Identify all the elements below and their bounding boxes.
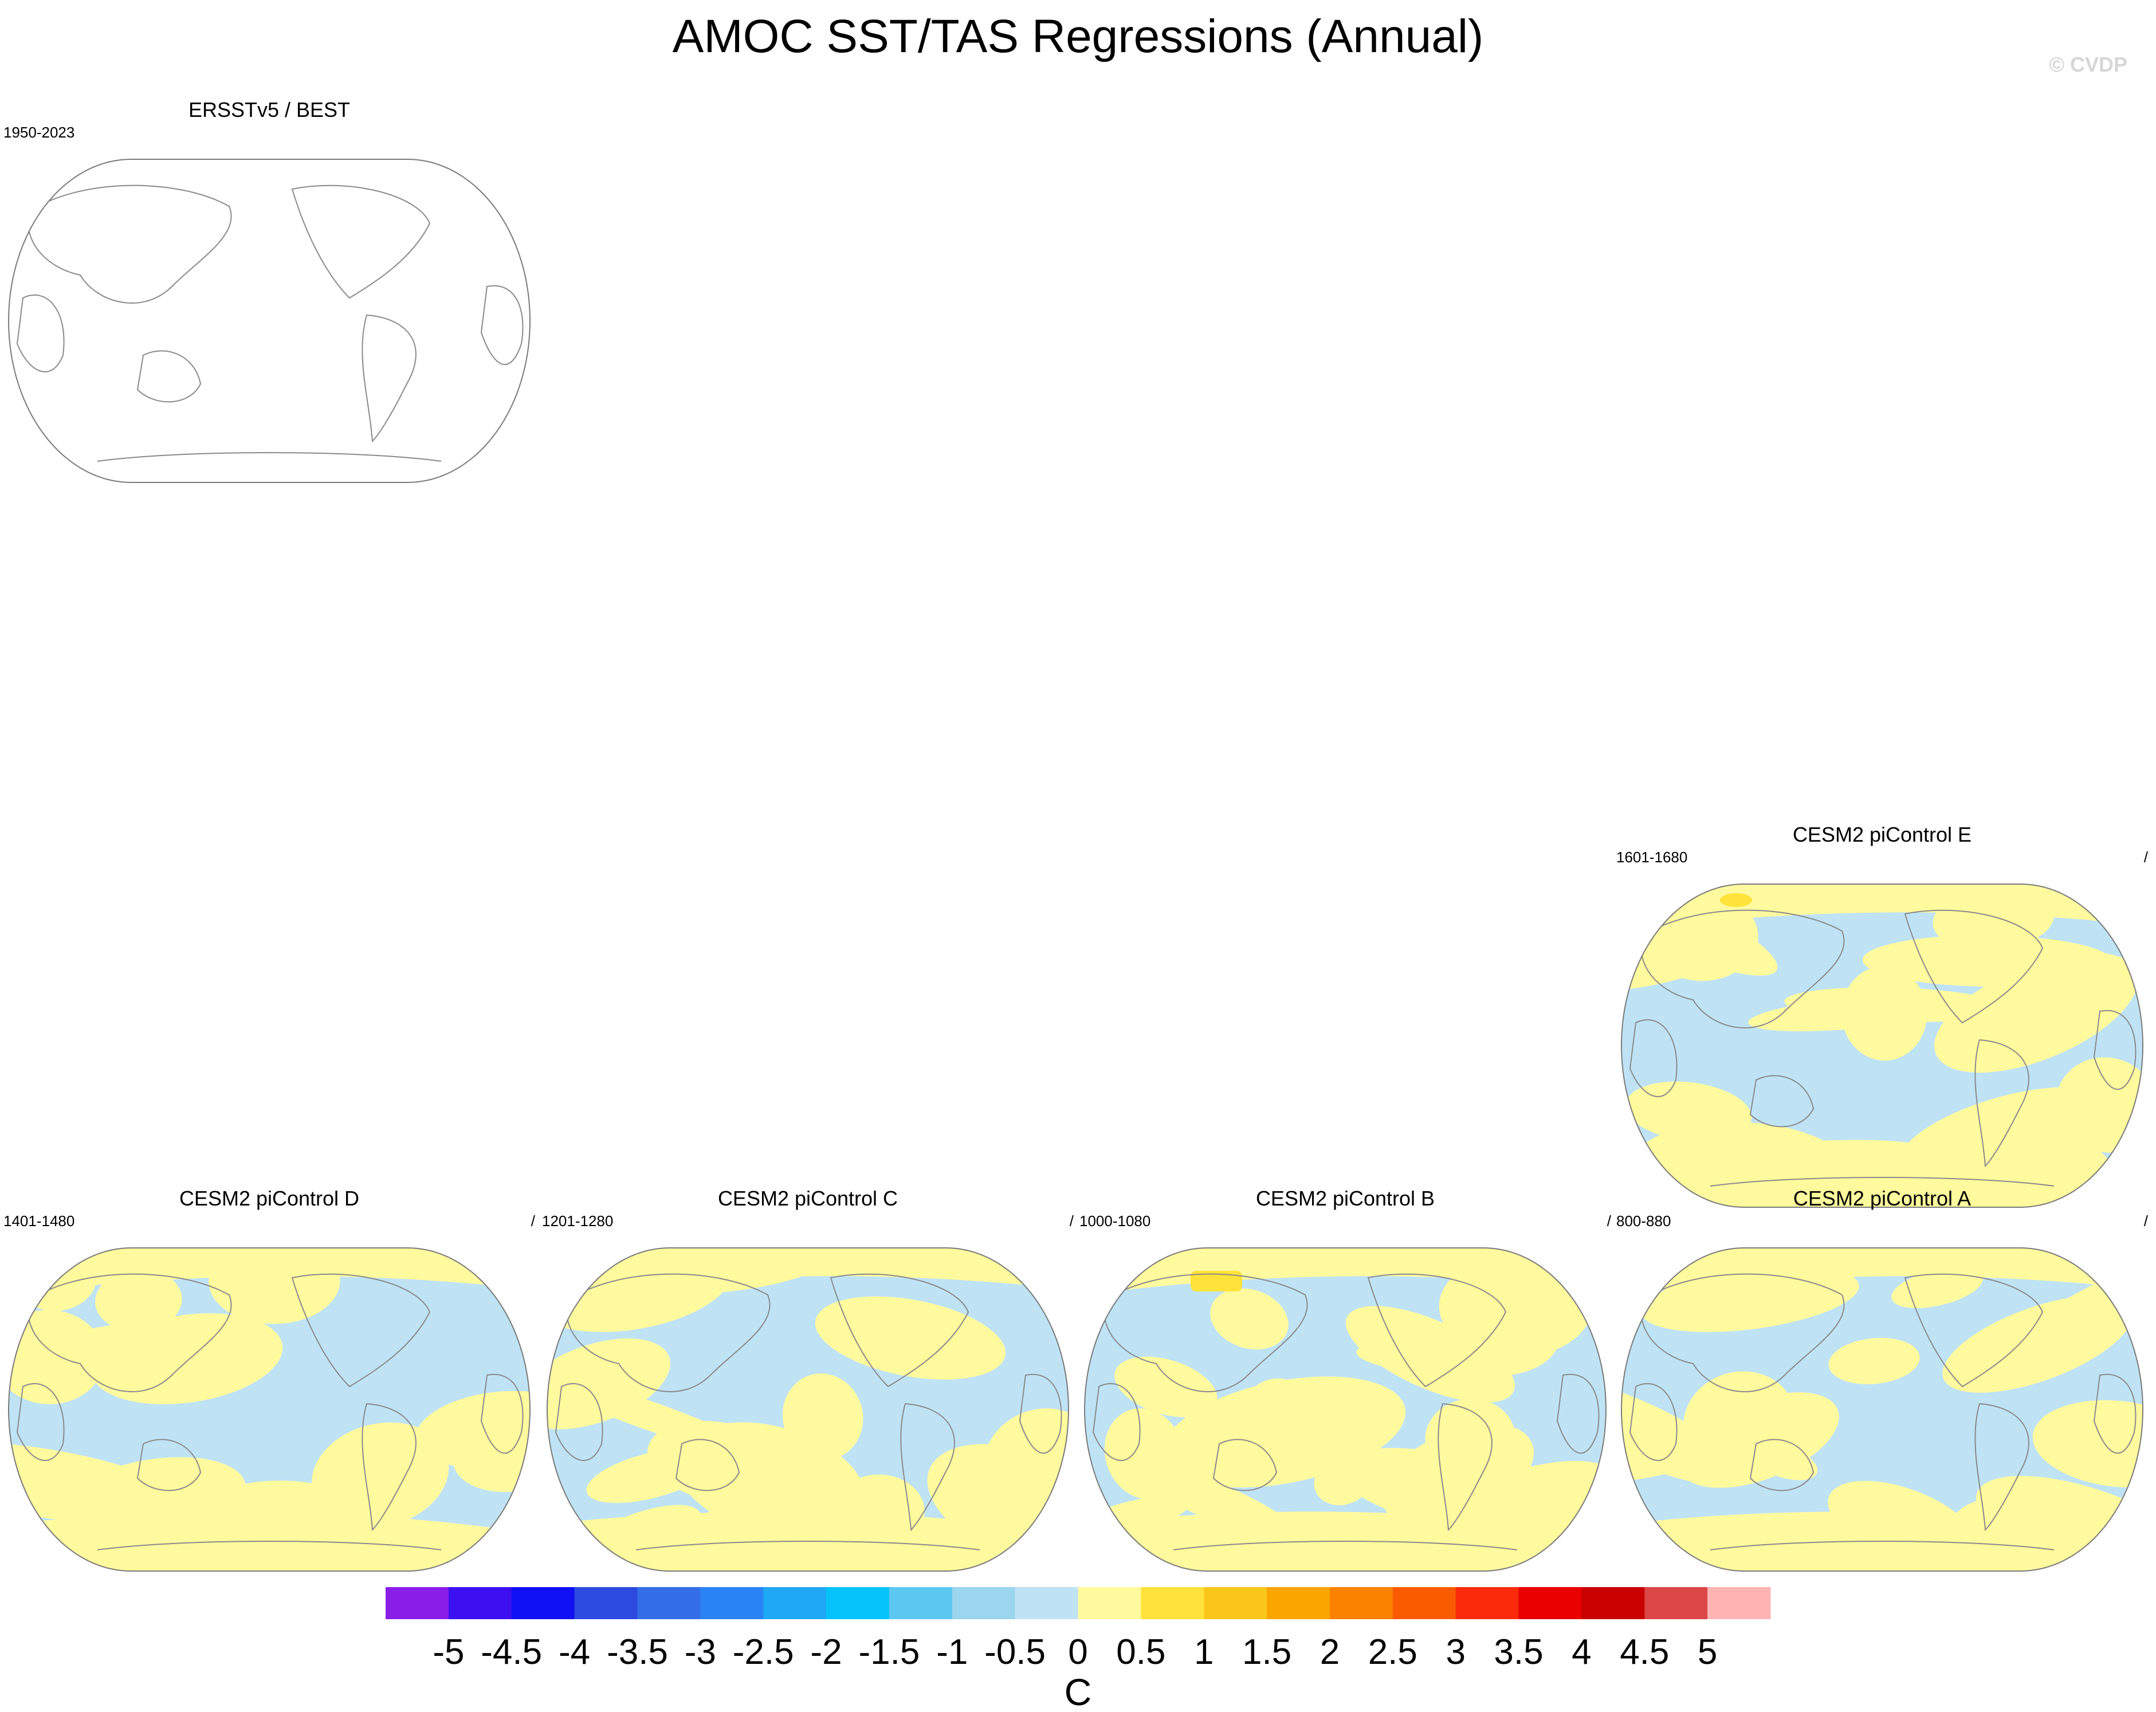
colorbar-tick-label: -3 [685,1632,716,1672]
colorbar-box [1518,1587,1582,1619]
colorbar-tick-label: 0 [1068,1632,1087,1672]
colorbar-box [637,1587,701,1619]
colorbar-unit-label: C [1065,1671,1092,1712]
panel-title: CESM2 piControl D [179,1187,360,1210]
colorbar-box [700,1587,764,1619]
colorbar-box [952,1587,1016,1619]
colorbar-box [1141,1587,1204,1619]
panel-right-label: / [2143,1212,2148,1230]
panel-years: 800-880 [1616,1212,1671,1230]
map-panel-A: CESM2 piControl A 800-880 / [1613,1186,2151,1576]
colorbar-tick-label: 3 [1446,1632,1465,1672]
colorbar-tick-label: -4 [559,1632,590,1672]
colorbar-box [1707,1587,1771,1619]
panel-title: CESM2 piControl C [717,1187,898,1210]
map-outline [1620,1247,2144,1572]
colorbar-box [889,1587,953,1619]
watermark: © CVDP [2049,53,2127,76]
panel-title: CESM2 piControl A [1793,1187,1972,1210]
colorbar-tick-label: -0.5 [984,1632,1046,1672]
panel-title: CESM2 piControl E [1792,823,1972,846]
colorbar-box [763,1587,827,1619]
colorbar-tick-label: -4.5 [481,1632,542,1672]
colorbar-tick-label: -5 [433,1632,464,1672]
coastlines [1629,909,2137,1187]
panel-years: 1950-2023 [3,124,75,141]
panel-right-label: / [531,1212,535,1230]
colorbar-box [386,1587,449,1619]
panel-years: 1401-1480 [3,1212,75,1230]
colorbar-box [826,1587,890,1619]
map-panel-B: CESM2 piControl B 1000-1080 / [1076,1186,1615,1576]
panel-title: ERSSTv5 / BEST [188,98,351,121]
map-C [546,1247,1070,1572]
map-panel-obs: ERSSTv5 / BEST 1950-2023 [0,97,539,487]
colorbar-box [1455,1587,1519,1619]
colorbar-box [1078,1587,1141,1619]
colorbar-tick-label: -3.5 [607,1632,668,1672]
colorbar-box [448,1587,512,1619]
map-panel-E: CESM2 piControl E 1601-1680 / [1613,822,2151,1212]
colorbar-tick-label: -1 [936,1632,968,1672]
colorbar-box [511,1587,575,1619]
coastlines [16,184,524,462]
coastlines [555,1273,1062,1550]
colorbar-box [1644,1587,1708,1619]
colorbar-box [1330,1587,1393,1619]
panel-right-label: / [2143,849,2148,866]
colorbar-box [1015,1587,1078,1619]
colorbar-tick-label: 0.5 [1116,1632,1165,1672]
map-panel-D: CESM2 piControl D 1401-1480 / [0,1186,539,1576]
map-outline [7,159,531,483]
map-B [1083,1247,1607,1572]
map-outline [7,1247,531,1572]
panel-years: 1000-1080 [1079,1212,1151,1230]
figure-title: AMOC SST/TAS Regressions (Annual) [672,10,1484,62]
colorbar-tick-label: 4.5 [1620,1632,1669,1672]
coastlines [1092,1273,1600,1550]
panel-title: CESM2 piControl B [1255,1187,1435,1210]
map-E [1620,884,2144,1208]
map-D [7,1247,531,1572]
colorbar-tick-label: 3.5 [1494,1632,1543,1672]
panel-right-label: / [1607,1212,1611,1230]
map-outline [1083,1247,1607,1572]
colorbar-tick-label: 1 [1194,1632,1214,1672]
colorbar-box [1392,1587,1456,1619]
colorbar-tick-label: 2.5 [1368,1632,1417,1672]
colorbar-box [1267,1587,1330,1619]
map-obs [7,159,531,483]
coastlines [16,1273,524,1550]
map-outline [1620,884,2144,1208]
colorbar-box [574,1587,638,1619]
panel-years: 1601-1680 [1616,849,1688,866]
colorbar-tick-label: 2 [1320,1632,1340,1672]
colorbar-tick-label: 4 [1572,1632,1591,1672]
panel-right-label: / [1069,1212,1074,1230]
map-A [1620,1247,2144,1572]
colorbar-tick-label: 1.5 [1242,1632,1291,1672]
panel-years: 1201-1280 [542,1212,614,1230]
colorbar-tick-label: -2 [810,1632,842,1672]
coastlines [1629,1273,2137,1550]
colorbar-box [1204,1587,1267,1619]
colorbar-tick-label: -2.5 [733,1632,794,1672]
map-outline [546,1247,1070,1572]
colorbar-tick-label: -1.5 [858,1632,920,1672]
colorbar-tick-label: 5 [1698,1632,1717,1672]
map-panel-C: CESM2 piControl C 1201-1280 / [539,1186,1077,1576]
colorbar-box [1581,1587,1645,1619]
